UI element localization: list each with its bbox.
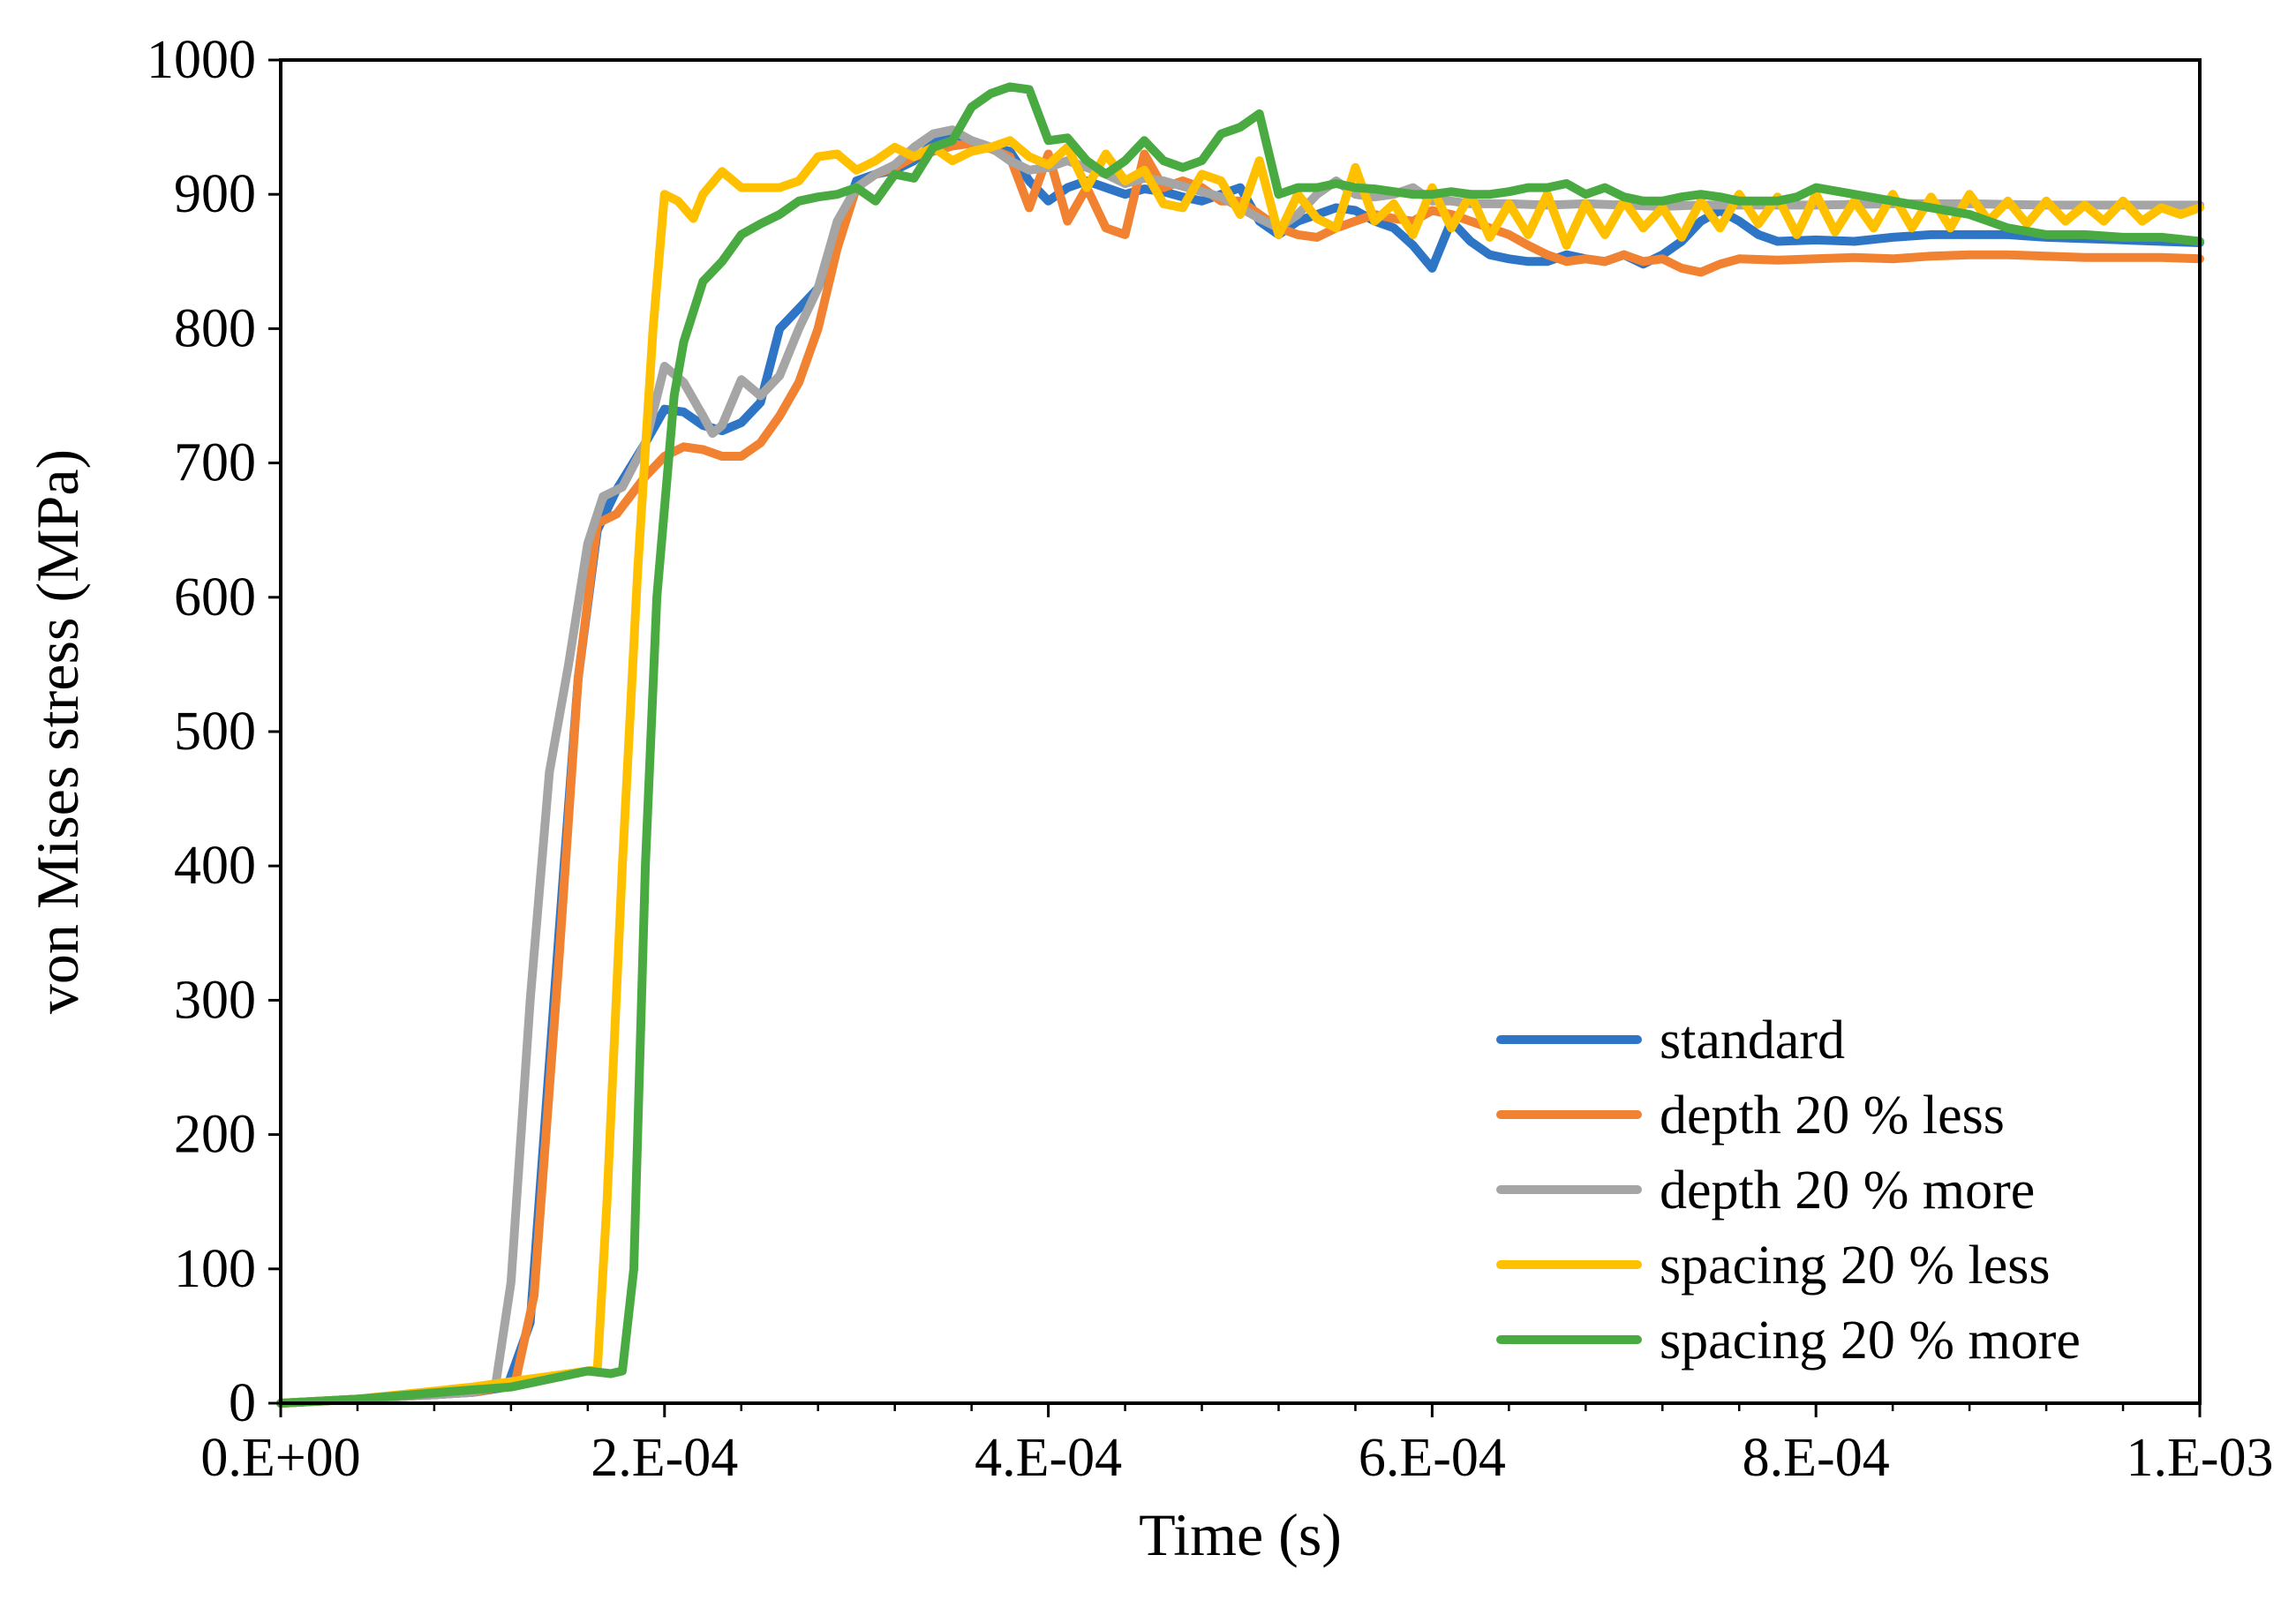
y-axis-title: von Mises stress (MPa) (24, 449, 91, 1014)
y-tick-label: 0 (229, 1373, 256, 1433)
x-tick-label: 0.E+00 (200, 1428, 360, 1488)
x-tick-label: 8.E-04 (1743, 1428, 1890, 1488)
x-tick-label: 4.E-04 (975, 1428, 1122, 1488)
y-tick-label: 200 (174, 1105, 256, 1165)
y-tick-label: 600 (174, 567, 256, 627)
legend-label: standard (1660, 1010, 1845, 1070)
series-line-5 (276, 82, 2204, 1408)
x-tick-label: 1.E-03 (2126, 1428, 2273, 1488)
series-line-4 (276, 136, 2204, 1408)
y-tick-label: 700 (174, 433, 256, 493)
x-axis-title: Time (s) (1139, 1501, 1342, 1568)
y-tick-label: 800 (174, 298, 256, 358)
y-tick-label: 100 (174, 1239, 256, 1299)
y-tick-label: 500 (174, 702, 256, 762)
legend: standard depth 20 % less depth 20 % more sp… (1496, 1010, 2081, 1371)
x-tick-label: 6.E-04 (1359, 1428, 1506, 1488)
y-tick-label: 1000 (147, 30, 256, 90)
y-tick-label: 900 (174, 164, 256, 224)
legend-label: spacing 20 % less (1660, 1236, 2051, 1296)
legend-label: spacing 20 % more (1660, 1311, 2081, 1371)
x-tick-label: 2.E-04 (591, 1428, 738, 1488)
legend-label: depth 20 % more (1660, 1161, 2035, 1221)
y-tick-label: 400 (174, 836, 256, 896)
legend-label: depth 20 % less (1660, 1085, 2005, 1146)
series-layer (276, 82, 2204, 1408)
y-tick-label: 300 (174, 970, 256, 1030)
axis-ticks: 0 100 200 300 400 500 600 700 800 900 1000 0.E+00 2.… (147, 30, 2274, 1488)
